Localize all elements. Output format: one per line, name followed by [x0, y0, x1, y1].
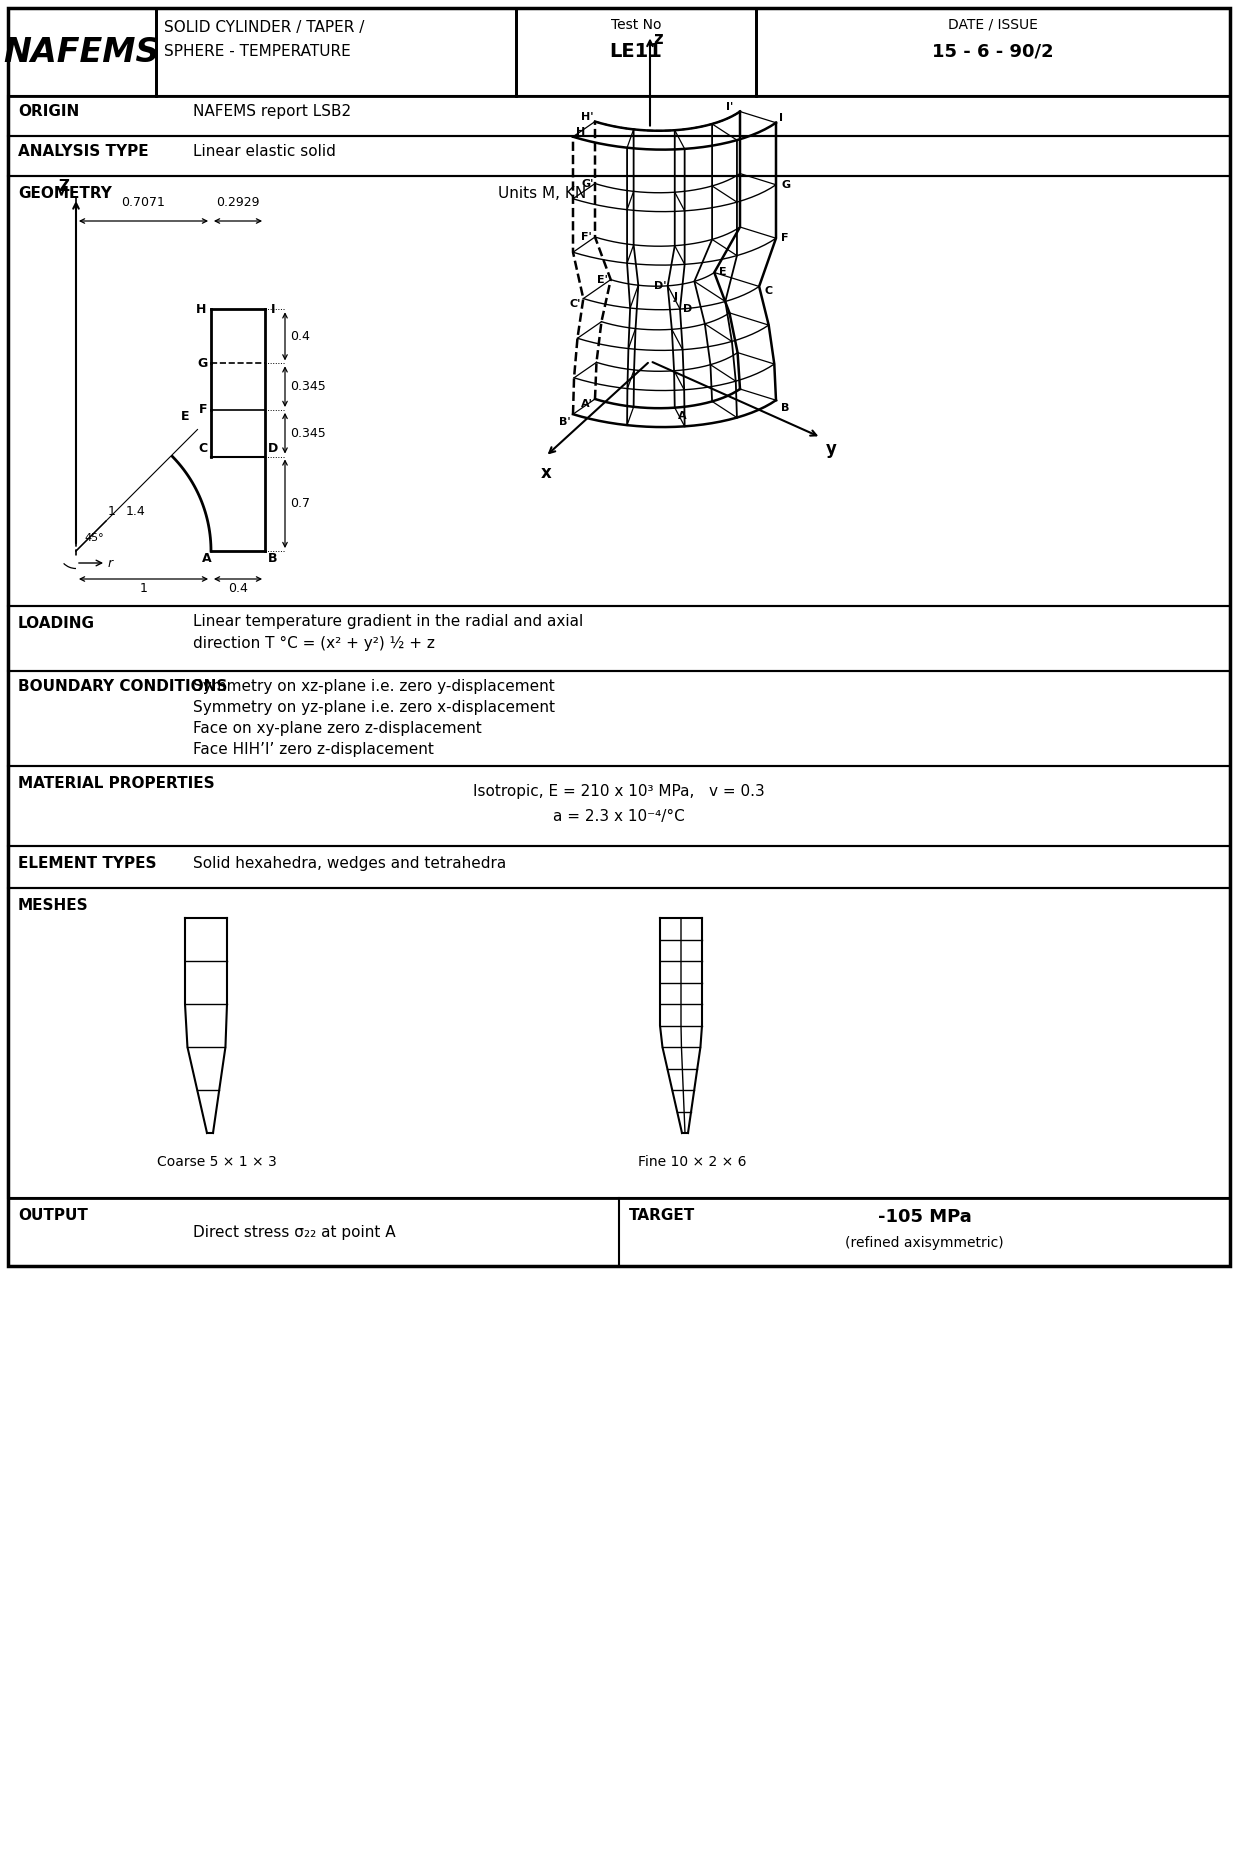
Text: C': C' — [569, 298, 581, 309]
Text: 1: 1 — [108, 505, 115, 518]
Bar — [7, 605, 1231, 670]
Bar — [7, 765, 1231, 845]
Text: A: A — [202, 553, 212, 566]
Text: E: E — [719, 268, 727, 277]
Text: 15 - 6 - 90/2: 15 - 6 - 90/2 — [932, 43, 1054, 60]
Text: TARGET: TARGET — [629, 1208, 696, 1223]
Text: 0.345: 0.345 — [290, 380, 326, 393]
Text: 0.7: 0.7 — [290, 497, 310, 510]
Text: C: C — [764, 287, 773, 296]
Text: Direct stress σ₂₂ at point A: Direct stress σ₂₂ at point A — [193, 1225, 396, 1240]
Text: I: I — [271, 304, 275, 317]
Text: H: H — [196, 304, 207, 317]
Text: -105 MPa: -105 MPa — [878, 1208, 972, 1225]
Text: 0.2929: 0.2929 — [217, 196, 260, 209]
Text: Coarse 5 × 1 × 3: Coarse 5 × 1 × 3 — [157, 1154, 277, 1169]
Bar — [7, 888, 1231, 1197]
Text: J: J — [673, 292, 678, 302]
Text: D: D — [267, 441, 279, 454]
Text: 0.7071: 0.7071 — [121, 196, 166, 209]
Text: G: G — [198, 358, 208, 371]
Text: Test No: Test No — [610, 19, 661, 32]
Text: 1: 1 — [140, 583, 147, 596]
Bar — [156, 7, 516, 97]
Text: ANALYSIS TYPE: ANALYSIS TYPE — [19, 143, 149, 158]
Text: C: C — [198, 441, 208, 454]
Text: H: H — [576, 127, 586, 136]
Text: 0.345: 0.345 — [290, 426, 326, 439]
Text: r: r — [108, 557, 113, 570]
Text: F: F — [781, 233, 789, 244]
Text: GEOMETRY: GEOMETRY — [19, 186, 111, 201]
Text: Linear temperature gradient in the radial and axial: Linear temperature gradient in the radia… — [193, 614, 583, 629]
Text: DATE / ISSUE: DATE / ISSUE — [948, 19, 1037, 32]
Text: F: F — [199, 404, 207, 417]
Text: SPHERE - TEMPERATURE: SPHERE - TEMPERATURE — [163, 45, 350, 60]
Bar — [516, 7, 756, 97]
Text: Solid hexahedra, wedges and tetrahedra: Solid hexahedra, wedges and tetrahedra — [193, 857, 506, 871]
Bar — [7, 7, 1231, 1266]
Text: x: x — [541, 464, 551, 482]
Text: MESHES: MESHES — [19, 897, 89, 912]
Text: MATERIAL PROPERTIES: MATERIAL PROPERTIES — [19, 776, 214, 791]
Text: y: y — [826, 441, 837, 458]
Text: B: B — [781, 404, 790, 413]
Text: A': A' — [581, 398, 593, 410]
Text: 1.4: 1.4 — [126, 505, 146, 518]
Text: Isotropic, E = 210 x 10³ MPa,   v = 0.3: Isotropic, E = 210 x 10³ MPa, v = 0.3 — [473, 784, 765, 799]
Text: D': D' — [654, 281, 666, 290]
Text: (refined axisymmetric): (refined axisymmetric) — [846, 1236, 1004, 1249]
Text: ELEMENT TYPES: ELEMENT TYPES — [19, 857, 156, 871]
Text: 45°: 45° — [84, 533, 104, 544]
Bar — [7, 7, 156, 97]
Text: D: D — [683, 304, 692, 315]
Text: I': I' — [725, 102, 733, 112]
Text: 0.4: 0.4 — [290, 330, 310, 343]
Text: G': G' — [581, 179, 593, 188]
Text: I: I — [779, 114, 782, 123]
Text: Symmetry on yz-plane i.e. zero x-displacement: Symmetry on yz-plane i.e. zero x-displac… — [193, 700, 555, 715]
Text: Fine 10 × 2 × 6: Fine 10 × 2 × 6 — [638, 1154, 747, 1169]
Text: G: G — [781, 181, 790, 190]
Text: E': E' — [597, 274, 608, 285]
Text: Face HIH’I’ zero z-displacement: Face HIH’I’ zero z-displacement — [193, 741, 433, 758]
Text: Units M, KN: Units M, KN — [498, 186, 587, 201]
Bar — [7, 136, 1231, 177]
Text: B: B — [269, 553, 277, 566]
Text: BOUNDARY CONDITIONS: BOUNDARY CONDITIONS — [19, 680, 228, 695]
Text: H': H' — [581, 112, 593, 121]
Bar — [756, 7, 1231, 97]
Text: Z: Z — [58, 179, 69, 194]
Text: Linear elastic solid: Linear elastic solid — [193, 143, 335, 158]
Text: NAFEMS report LSB2: NAFEMS report LSB2 — [193, 104, 352, 119]
Text: direction T °C = (x² + y²) ½ + z: direction T °C = (x² + y²) ½ + z — [193, 637, 435, 652]
Bar — [7, 670, 1231, 765]
Text: SOLID CYLINDER / TAPER /: SOLID CYLINDER / TAPER / — [163, 20, 364, 35]
Text: 0.4: 0.4 — [228, 583, 248, 596]
Text: LE11: LE11 — [609, 43, 662, 61]
Text: z: z — [652, 30, 662, 48]
Text: A: A — [677, 412, 686, 421]
Text: E: E — [181, 410, 189, 423]
Text: B': B' — [560, 417, 571, 426]
Bar — [7, 97, 1231, 136]
Text: a = 2.3 x 10⁻⁴/°C: a = 2.3 x 10⁻⁴/°C — [553, 808, 685, 825]
Text: OUTPUT: OUTPUT — [19, 1208, 88, 1223]
Text: ORIGIN: ORIGIN — [19, 104, 79, 119]
Text: NAFEMS: NAFEMS — [4, 35, 160, 69]
Bar — [7, 1197, 1231, 1266]
Bar — [7, 177, 1231, 605]
Text: F': F' — [581, 233, 592, 242]
Text: Symmetry on xz-plane i.e. zero y-displacement: Symmetry on xz-plane i.e. zero y-displac… — [193, 680, 555, 695]
Bar — [7, 845, 1231, 888]
Text: LOADING: LOADING — [19, 616, 95, 631]
Text: Face on xy-plane zero z-displacement: Face on xy-plane zero z-displacement — [193, 721, 482, 735]
